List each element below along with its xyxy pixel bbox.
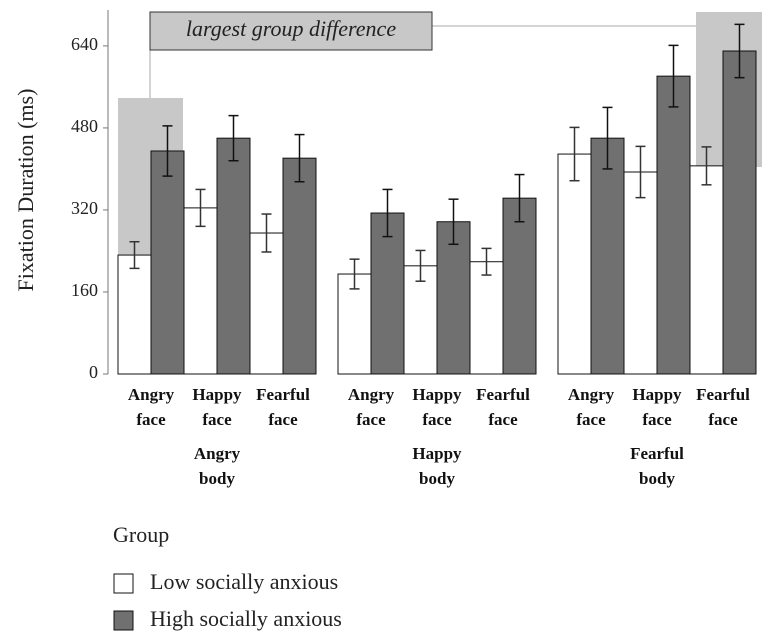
bar	[249, 232, 284, 375]
y-axis-title: Fixation Duration (ms)	[13, 89, 38, 292]
bar	[590, 137, 625, 375]
legend-label: Low socially anxious	[150, 569, 338, 594]
bar	[656, 75, 691, 375]
x-tick-label: Fearful face	[256, 385, 310, 429]
bar	[183, 207, 218, 375]
x-tick-label: Fearful face	[476, 385, 530, 429]
bar	[557, 153, 592, 375]
bar	[117, 254, 152, 375]
group-label: Angry body	[193, 444, 241, 488]
legend-label: High socially anxious	[150, 606, 342, 631]
legend-swatch	[113, 610, 134, 631]
bar	[216, 137, 251, 375]
y-tick-label: 160	[71, 280, 98, 300]
bar	[403, 265, 438, 375]
bar	[623, 171, 658, 375]
x-tick-label: Happy face	[192, 385, 242, 429]
bar	[370, 212, 405, 375]
annotation: largest group difference	[186, 16, 396, 41]
x-tick-label: Happy face	[632, 385, 682, 429]
y-tick-label: 320	[71, 198, 98, 218]
x-tick-label: Happy face	[412, 385, 462, 429]
legend-swatch	[113, 573, 134, 594]
bar	[722, 50, 757, 375]
x-tick-label: Angry face	[347, 385, 395, 429]
bar	[150, 150, 185, 375]
group-label: Happy body	[412, 444, 462, 488]
x-tick-label: Angry face	[127, 385, 175, 429]
x-tick-label: Fearful face	[696, 385, 750, 429]
bar	[337, 273, 372, 375]
bar	[689, 165, 724, 375]
bar	[469, 261, 504, 375]
y-tick-label: 480	[71, 116, 98, 136]
bar	[502, 197, 537, 375]
legend-title: Group	[113, 522, 169, 547]
x-tick-label: Angry face	[567, 385, 615, 429]
bar	[282, 157, 317, 375]
annotation-box	[149, 11, 433, 51]
group-label: Fearful body	[630, 444, 684, 488]
y-tick-label: 0	[89, 362, 98, 382]
y-tick-label: 640	[71, 34, 98, 54]
